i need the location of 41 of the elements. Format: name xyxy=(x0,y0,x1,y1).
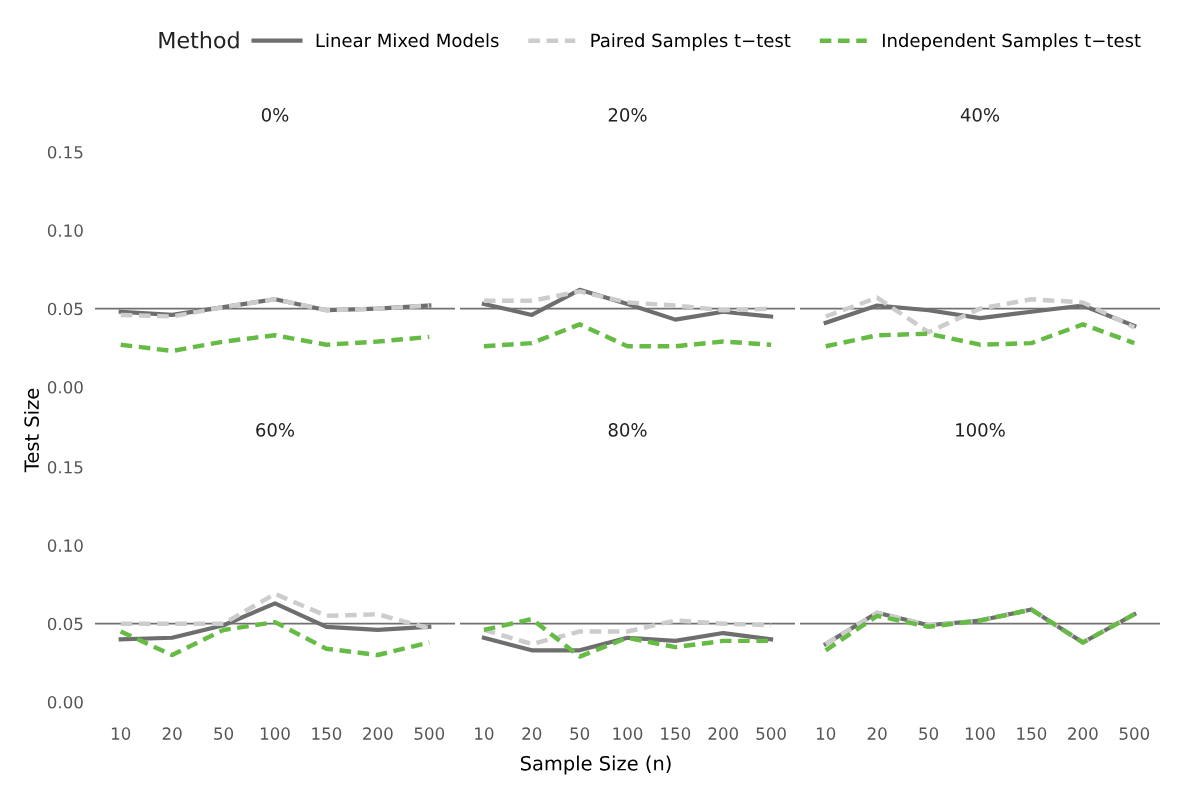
legend-label: Paired Samples t−test xyxy=(591,33,791,51)
x-tick-label: 200 xyxy=(363,727,393,740)
chart-title: 0% xyxy=(261,108,289,122)
x-tick-label: 200 xyxy=(708,727,739,740)
y-tick-label: 0.15 xyxy=(47,460,83,474)
x-tick-label: 50 xyxy=(919,727,939,740)
chart-title: 20% xyxy=(608,108,647,122)
y-tick-label: 0.00 xyxy=(47,695,83,709)
x-tick-label: 10 xyxy=(111,727,131,740)
x-tick-label: 50 xyxy=(214,727,234,740)
x-tick-label: 200 xyxy=(1068,727,1098,740)
x-tick-label: 500 xyxy=(756,727,786,740)
y-axis-title: Test Size xyxy=(23,388,40,473)
chart-title: 100% xyxy=(956,423,1005,437)
x-tick-label: 10 xyxy=(816,727,836,740)
x-tick-label: 500 xyxy=(1119,727,1150,740)
y-tick-label: 0.00 xyxy=(47,380,83,394)
chart-title: 60% xyxy=(256,423,295,437)
x-tick-label: 100 xyxy=(965,727,995,740)
x-tick-label: 500 xyxy=(414,727,445,740)
y-tick-label: 0.05 xyxy=(47,302,83,316)
y-tick-label: 0.10 xyxy=(47,224,83,237)
legend-label: Independent Samples t−test xyxy=(882,33,1141,51)
x-tick-label: 100 xyxy=(260,727,290,740)
legend-label: Linear Mixed Models xyxy=(316,33,499,48)
x-tick-label: 150 xyxy=(1017,727,1047,740)
legend-title: Method xyxy=(159,31,239,49)
x-tick-label: 150 xyxy=(312,727,342,740)
x-tick-label: 20 xyxy=(867,727,887,740)
chart-title: 80% xyxy=(608,423,647,437)
chart-title: 40% xyxy=(960,108,1000,122)
x-tick-label: 10 xyxy=(475,727,494,740)
y-tick-label: 0.15 xyxy=(47,145,83,159)
x-axis-title: Sample Size (n) xyxy=(520,755,671,775)
x-tick-label: 150 xyxy=(661,727,691,740)
x-tick-label: 100 xyxy=(613,727,643,740)
x-tick-label: 50 xyxy=(570,727,590,740)
y-tick-label: 0.05 xyxy=(47,617,83,631)
x-tick-label: 20 xyxy=(162,727,182,740)
x-tick-label: 20 xyxy=(522,727,542,740)
y-tick-label: 0.10 xyxy=(47,539,83,552)
